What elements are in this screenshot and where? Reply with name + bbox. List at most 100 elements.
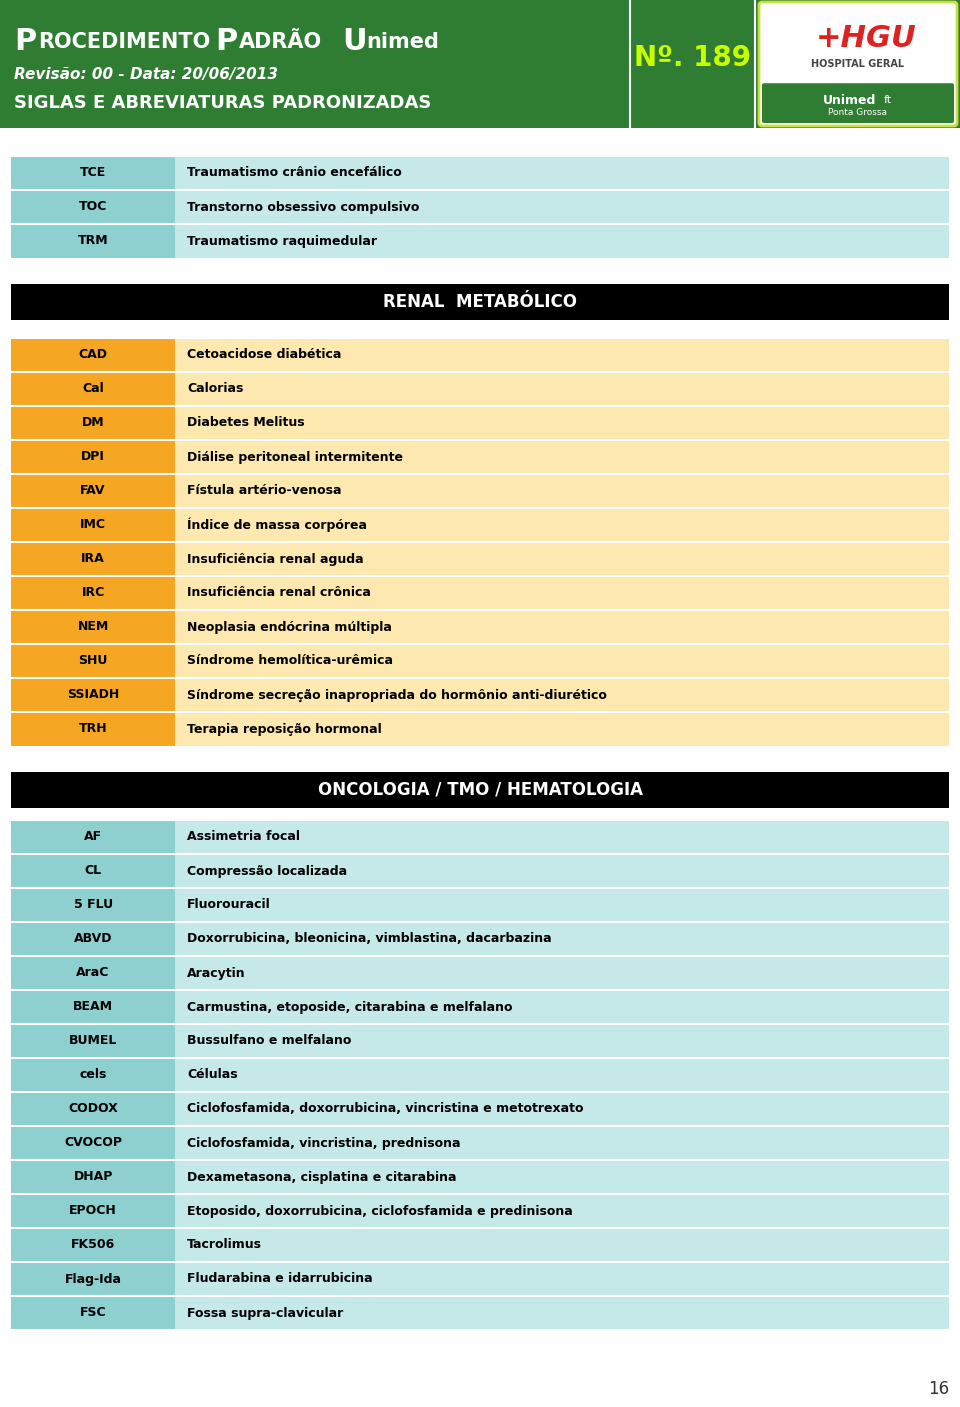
Text: Transtorno obsessivo compulsivo: Transtorno obsessivo compulsivo xyxy=(187,201,420,214)
Bar xyxy=(175,854,949,888)
Bar xyxy=(175,542,949,575)
Text: ft: ft xyxy=(884,96,892,106)
Text: Traumatismo raquimedular: Traumatismo raquimedular xyxy=(187,235,377,248)
Bar xyxy=(11,1058,175,1092)
Bar xyxy=(175,474,949,508)
Bar xyxy=(11,644,175,678)
Text: Fossa supra-clavicular: Fossa supra-clavicular xyxy=(187,1307,344,1320)
Text: Fludarabina e idarrubicina: Fludarabina e idarrubicina xyxy=(187,1272,372,1286)
Text: Ponta Grossa: Ponta Grossa xyxy=(828,107,887,117)
Text: Dexametasona, cisplatina e citarabina: Dexametasona, cisplatina e citarabina xyxy=(187,1171,457,1183)
Bar xyxy=(175,156,949,190)
Text: cels: cels xyxy=(80,1068,107,1082)
Bar xyxy=(175,224,949,257)
Text: Assimetria focal: Assimetria focal xyxy=(187,830,300,844)
Text: TRM: TRM xyxy=(78,235,108,248)
Text: Traumatismo crânio encefálico: Traumatismo crânio encefálico xyxy=(187,166,402,180)
Text: Revisão: 00 - Data: 20/06/2013: Revisão: 00 - Data: 20/06/2013 xyxy=(14,66,278,82)
Bar xyxy=(175,1024,949,1058)
Bar xyxy=(11,542,175,575)
Bar xyxy=(11,190,175,224)
Text: DPI: DPI xyxy=(82,450,105,463)
Bar xyxy=(175,1228,949,1262)
Text: ADRÃO: ADRÃO xyxy=(239,32,323,52)
Text: Síndrome hemolítica-urêmica: Síndrome hemolítica-urêmica xyxy=(187,654,394,667)
FancyBboxPatch shape xyxy=(759,1,957,127)
Text: P: P xyxy=(14,28,36,56)
Text: Nº. 189: Nº. 189 xyxy=(634,44,751,72)
Bar xyxy=(11,712,175,746)
Text: Tacrolimus: Tacrolimus xyxy=(187,1238,262,1251)
Text: FSC: FSC xyxy=(80,1307,107,1320)
Text: ROCEDIMENTO: ROCEDIMENTO xyxy=(38,32,210,52)
Bar xyxy=(11,1024,175,1058)
Text: FAV: FAV xyxy=(81,484,106,498)
Text: SSIADH: SSIADH xyxy=(67,688,119,702)
Text: RENAL  METABÓLICO: RENAL METABÓLICO xyxy=(383,293,577,311)
Bar xyxy=(11,1296,175,1330)
Text: FK506: FK506 xyxy=(71,1238,115,1251)
Text: BUMEL: BUMEL xyxy=(69,1034,117,1047)
Text: CL: CL xyxy=(84,864,102,878)
Bar xyxy=(175,1092,949,1126)
Text: ABVD: ABVD xyxy=(74,933,112,946)
Text: AraC: AraC xyxy=(77,967,109,979)
Text: Ciclofosfamida, vincristina, prednisona: Ciclofosfamida, vincristina, prednisona xyxy=(187,1137,461,1150)
Text: Terapia reposição hormonal: Terapia reposição hormonal xyxy=(187,723,382,736)
Bar xyxy=(11,678,175,712)
Text: Unimed: Unimed xyxy=(824,94,876,107)
Bar xyxy=(11,991,175,1024)
Text: Células: Células xyxy=(187,1068,238,1082)
Text: DHAP: DHAP xyxy=(73,1171,112,1183)
Bar xyxy=(175,678,949,712)
Text: Compressão localizada: Compressão localizada xyxy=(187,864,348,878)
FancyBboxPatch shape xyxy=(762,83,954,122)
Text: IMC: IMC xyxy=(80,519,106,532)
Text: Insuficiência renal aguda: Insuficiência renal aguda xyxy=(187,553,364,566)
Bar xyxy=(175,190,949,224)
Text: Índice de massa corpórea: Índice de massa corpórea xyxy=(187,518,367,532)
Bar xyxy=(11,955,175,991)
Text: Diálise peritoneal intermitente: Diálise peritoneal intermitente xyxy=(187,450,403,463)
Bar xyxy=(11,888,175,922)
Text: +HGU: +HGU xyxy=(816,24,917,52)
Bar xyxy=(11,1126,175,1159)
Text: U: U xyxy=(342,28,367,56)
Text: 16: 16 xyxy=(928,1380,949,1399)
Text: Cal: Cal xyxy=(83,383,104,395)
Bar xyxy=(175,1126,949,1159)
Bar xyxy=(175,888,949,922)
Text: Aracytin: Aracytin xyxy=(187,967,246,979)
Bar xyxy=(11,1195,175,1228)
Text: NEM: NEM xyxy=(78,620,108,633)
Bar xyxy=(11,440,175,474)
Bar xyxy=(11,854,175,888)
Text: BEAM: BEAM xyxy=(73,1000,113,1013)
Bar xyxy=(175,644,949,678)
Text: Fluorouracil: Fluorouracil xyxy=(187,899,271,912)
Text: TOC: TOC xyxy=(79,201,108,214)
Bar xyxy=(175,440,949,474)
Text: Flag-Ida: Flag-Ida xyxy=(64,1272,122,1286)
Text: Etoposido, doxorrubicina, ciclofosfamida e predinisona: Etoposido, doxorrubicina, ciclofosfamida… xyxy=(187,1204,573,1217)
Text: Calorias: Calorias xyxy=(187,383,244,395)
Bar xyxy=(11,284,949,319)
Text: Carmustina, etoposide, citarabina e melfalano: Carmustina, etoposide, citarabina e melf… xyxy=(187,1000,513,1013)
Text: EPOCH: EPOCH xyxy=(69,1204,117,1217)
Text: TCE: TCE xyxy=(80,166,107,180)
Bar xyxy=(11,156,175,190)
Bar xyxy=(11,1262,175,1296)
Text: SHU: SHU xyxy=(79,654,108,667)
Bar xyxy=(11,772,949,808)
Text: ONCOLOGIA / TMO / HEMATOLOGIA: ONCOLOGIA / TMO / HEMATOLOGIA xyxy=(318,781,642,799)
Bar xyxy=(11,508,175,542)
Bar xyxy=(175,991,949,1024)
Text: IRC: IRC xyxy=(82,587,105,599)
Bar xyxy=(11,1228,175,1262)
Bar xyxy=(11,1092,175,1126)
Bar xyxy=(175,371,949,407)
Bar xyxy=(175,955,949,991)
Text: AF: AF xyxy=(84,830,102,844)
Bar xyxy=(11,575,175,611)
Text: SIGLAS E ABREVIATURAS PADRONIZADAS: SIGLAS E ABREVIATURAS PADRONIZADAS xyxy=(14,94,431,113)
